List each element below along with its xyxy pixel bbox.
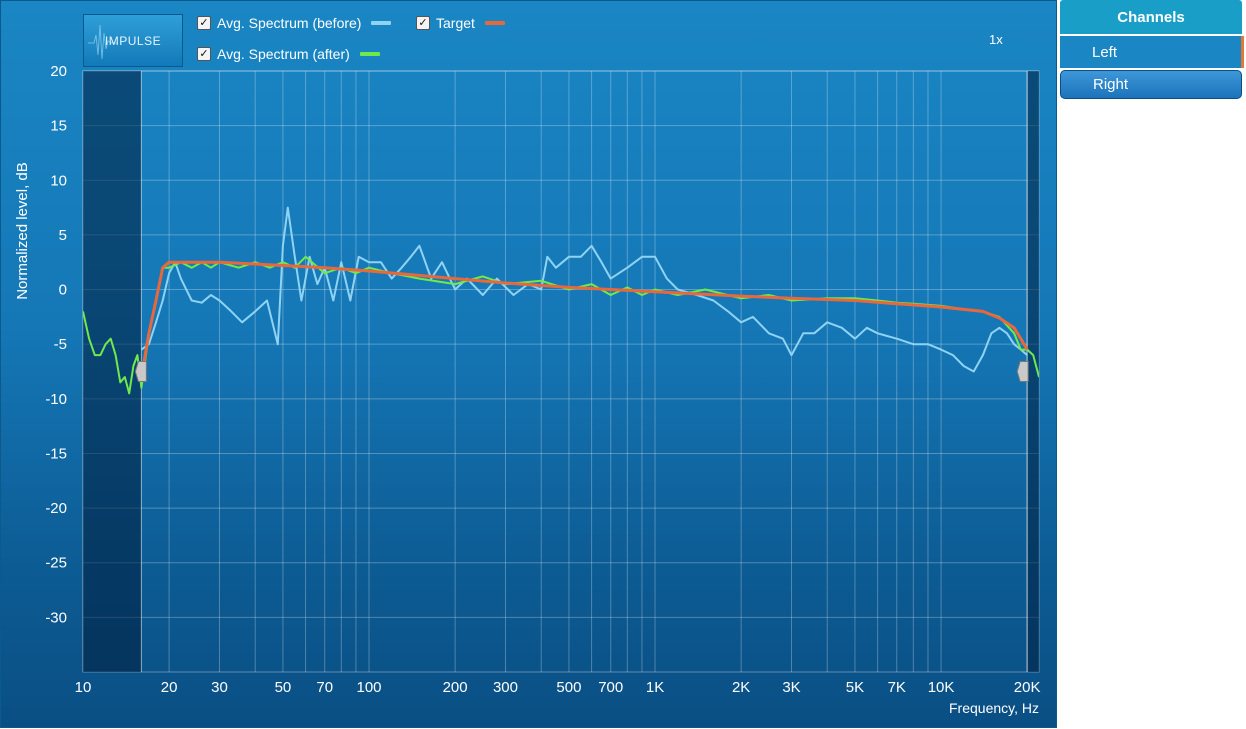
- legend-target-swatch: [484, 21, 505, 25]
- impulse-button-label: IMPULSE: [104, 33, 162, 48]
- x-tick-label: 30: [211, 679, 228, 696]
- y-tick-label: -25: [45, 555, 67, 572]
- legend-before[interactable]: ✓ Avg. Spectrum (before): [197, 15, 392, 31]
- x-tick-label: 200: [443, 679, 468, 696]
- legend-after-label: Avg. Spectrum (after): [217, 46, 350, 62]
- x-axis-title: Frequency, Hz: [949, 700, 1039, 716]
- x-tick-label: 10: [75, 679, 92, 696]
- legend-target-label: Target: [436, 15, 475, 31]
- y-tick-label: 0: [59, 282, 67, 299]
- impulse-button[interactable]: IMPULSE: [83, 14, 183, 67]
- channel-right-button[interactable]: Right: [1060, 70, 1242, 99]
- x-tick-label: 100: [357, 679, 382, 696]
- x-tick-label: 10K: [928, 679, 955, 696]
- series-line-avg-spectrum-after: [83, 255, 1039, 395]
- x-tick-label: 20K: [1014, 679, 1041, 696]
- zoom-level[interactable]: 1x: [989, 32, 1003, 47]
- x-tick-label: 5K: [846, 679, 864, 696]
- y-tick-label: 15: [50, 118, 67, 135]
- y-tick-label: -15: [45, 445, 67, 462]
- legend-target-checkbox[interactable]: ✓: [416, 16, 430, 30]
- spectrum-plot-panel: 20 15 10 5 0 -5 -10 -15 -20 -25 -30 10 20 30 50 70 100 20…: [0, 0, 1057, 728]
- x-tick-label: 300: [493, 679, 518, 696]
- high-cut-shade: [1027, 71, 1039, 672]
- x-tick-label: 3K: [782, 679, 800, 696]
- plot-frame: [82, 70, 1040, 673]
- channels-header: Channels: [1060, 0, 1242, 34]
- y-tick-label: -5: [54, 336, 67, 353]
- x-tick-label: 70: [316, 679, 333, 696]
- legend-before-checkbox[interactable]: ✓: [197, 16, 211, 30]
- high-cut-handle[interactable]: [1016, 361, 1029, 382]
- x-tick-label: 700: [598, 679, 623, 696]
- channel-left-item[interactable]: Left: [1060, 36, 1244, 68]
- grid-lines: [82, 70, 1039, 672]
- y-tick-label: 5: [59, 227, 67, 244]
- legend-after-swatch: [359, 52, 380, 56]
- waveform-icon: [88, 24, 118, 60]
- x-tick-label: 1K: [646, 679, 664, 696]
- legend-after[interactable]: ✓ Avg. Spectrum (after): [197, 46, 380, 62]
- x-tick-label: 2K: [732, 679, 750, 696]
- x-tick-label: 7K: [888, 679, 906, 696]
- legend-before-swatch: [371, 21, 392, 25]
- y-tick-label: 10: [50, 172, 67, 189]
- low-cut-handle[interactable]: [134, 361, 147, 382]
- y-tick-label: -20: [45, 500, 67, 517]
- y-tick-label: -30: [45, 609, 67, 626]
- x-tick-label: 50: [275, 679, 292, 696]
- legend-before-label: Avg. Spectrum (before): [217, 15, 362, 31]
- series-line-target: [139, 260, 1029, 378]
- y-tick-label: -10: [45, 391, 67, 408]
- series-line-avg-spectrum-before: [140, 206, 1028, 373]
- legend-target[interactable]: ✓ Target: [416, 15, 505, 31]
- x-tick-label: 20: [161, 679, 178, 696]
- y-axis-title: Normalized level, dB: [14, 162, 31, 300]
- y-tick-label: 20: [50, 63, 67, 80]
- x-tick-label: 500: [556, 679, 581, 696]
- legend-after-checkbox[interactable]: ✓: [197, 47, 211, 61]
